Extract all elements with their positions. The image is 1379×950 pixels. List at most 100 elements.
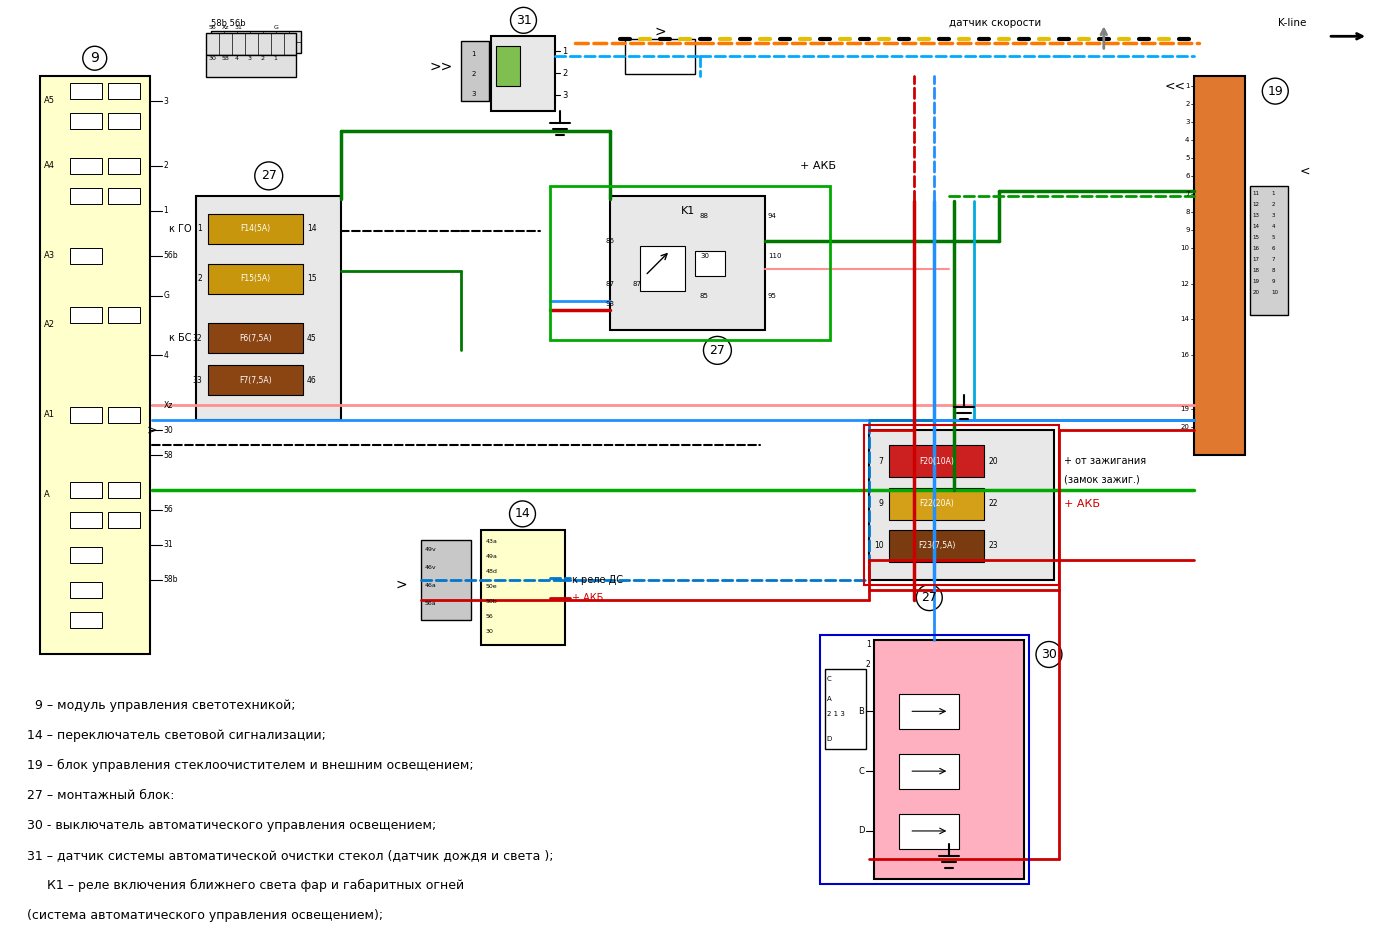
Text: 13: 13 [1252, 213, 1259, 219]
Bar [70, 158, 102, 174]
Text: A4: A4 [44, 161, 55, 170]
Text: 2: 2 [1185, 101, 1190, 107]
Bar [870, 430, 1054, 580]
Text: к реле ДС: к реле ДС [572, 575, 623, 584]
Text: 56a: 56a [425, 601, 436, 606]
Text: 1: 1 [273, 56, 277, 61]
Text: 56: 56 [164, 505, 174, 514]
Bar [108, 158, 139, 174]
Bar [207, 33, 296, 55]
Bar [899, 754, 960, 789]
Bar [491, 36, 556, 111]
Bar [70, 248, 102, 263]
Text: (замок зажиг.): (замок зажиг.) [1065, 475, 1139, 485]
Text: датчик скорости: датчик скорости [949, 18, 1041, 28]
Text: 3: 3 [472, 91, 476, 97]
Text: 50b: 50b [485, 599, 498, 604]
Bar [865, 426, 1059, 584]
Text: G: G [164, 291, 170, 300]
Text: к ГО: к ГО [168, 223, 192, 234]
Text: F22(20A): F22(20A) [920, 500, 954, 508]
Text: >: > [146, 424, 157, 437]
Text: 31 – датчик системы автоматической очистки стекол (датчик дождя и света );: 31 – датчик системы автоматической очист… [28, 849, 553, 862]
Text: 46a: 46a [425, 583, 437, 588]
Text: + АКБ: + АКБ [800, 161, 836, 171]
Text: 27: 27 [709, 344, 725, 357]
Text: 4: 4 [1271, 224, 1274, 229]
Text: 10: 10 [1271, 290, 1278, 295]
Text: 58: 58 [222, 56, 229, 61]
Text: 5: 5 [1185, 155, 1190, 161]
Text: B: B [859, 707, 865, 715]
Text: 4: 4 [164, 351, 168, 360]
Bar [108, 113, 139, 129]
Text: 49v: 49v [425, 547, 437, 552]
Text: 50e: 50e [485, 584, 498, 589]
Text: 46: 46 [308, 376, 317, 385]
Text: 2: 2 [472, 71, 476, 77]
Text: 27: 27 [921, 591, 938, 604]
Text: F7(7,5A): F7(7,5A) [240, 376, 272, 385]
Bar [40, 76, 149, 655]
Text: 58b: 58b [164, 575, 178, 584]
Text: 86: 86 [605, 238, 614, 244]
Text: + АКБ: + АКБ [572, 593, 604, 602]
Text: 19: 19 [1252, 279, 1259, 284]
Text: 20: 20 [989, 457, 998, 466]
Text: 30: 30 [208, 56, 217, 61]
Text: 1: 1 [563, 47, 568, 56]
Text: 93: 93 [605, 300, 614, 307]
Text: 43a: 43a [485, 540, 498, 544]
Text: 3: 3 [164, 97, 168, 105]
Text: 9: 9 [878, 500, 884, 508]
Text: 16: 16 [1180, 352, 1190, 358]
Text: 9: 9 [1185, 227, 1190, 233]
Text: 20: 20 [1252, 290, 1259, 295]
Bar [108, 84, 139, 99]
Text: 14: 14 [1180, 316, 1190, 322]
Text: A1: A1 [44, 410, 55, 419]
Text: 2: 2 [1271, 202, 1274, 207]
Bar [70, 581, 102, 598]
Bar [108, 308, 139, 323]
Bar [625, 39, 695, 74]
Text: >: > [654, 25, 666, 38]
Bar [481, 530, 565, 644]
Text: 31: 31 [516, 14, 531, 27]
Text: F23(7,5A): F23(7,5A) [918, 542, 956, 550]
Text: 14: 14 [308, 224, 317, 233]
Bar [70, 113, 102, 129]
Text: к БС: к БС [170, 333, 192, 343]
Text: 1: 1 [1271, 191, 1274, 197]
Bar [695, 251, 725, 276]
Text: Xz: Xz [164, 401, 172, 409]
Text: 15: 15 [1252, 236, 1259, 240]
Bar [70, 482, 102, 498]
Text: 58b 56b: 58b 56b [211, 19, 245, 28]
Text: 10: 10 [874, 542, 884, 550]
Text: 58: 58 [164, 450, 174, 460]
Bar [461, 41, 488, 101]
Text: 3: 3 [1271, 213, 1274, 219]
Text: 1: 1 [1185, 84, 1190, 89]
Text: 3: 3 [247, 56, 251, 61]
Bar [889, 530, 985, 561]
Text: 20: 20 [1180, 424, 1190, 430]
Text: 2: 2 [866, 660, 870, 669]
Text: 19: 19 [1180, 407, 1190, 412]
Text: 12: 12 [1252, 202, 1259, 207]
Bar [208, 263, 303, 294]
Text: 11: 11 [1252, 191, 1259, 197]
Bar [874, 639, 1025, 879]
Bar [70, 308, 102, 323]
Text: 18: 18 [1252, 268, 1259, 273]
Bar [640, 246, 685, 291]
Text: D: D [826, 736, 832, 742]
Text: 6: 6 [1185, 173, 1190, 179]
Text: + от зажигания: + от зажигания [1065, 456, 1146, 466]
Bar [70, 547, 102, 562]
Text: 6: 6 [1271, 246, 1274, 251]
Text: 110: 110 [768, 253, 782, 258]
Text: 30: 30 [485, 629, 494, 634]
Bar [196, 196, 341, 420]
